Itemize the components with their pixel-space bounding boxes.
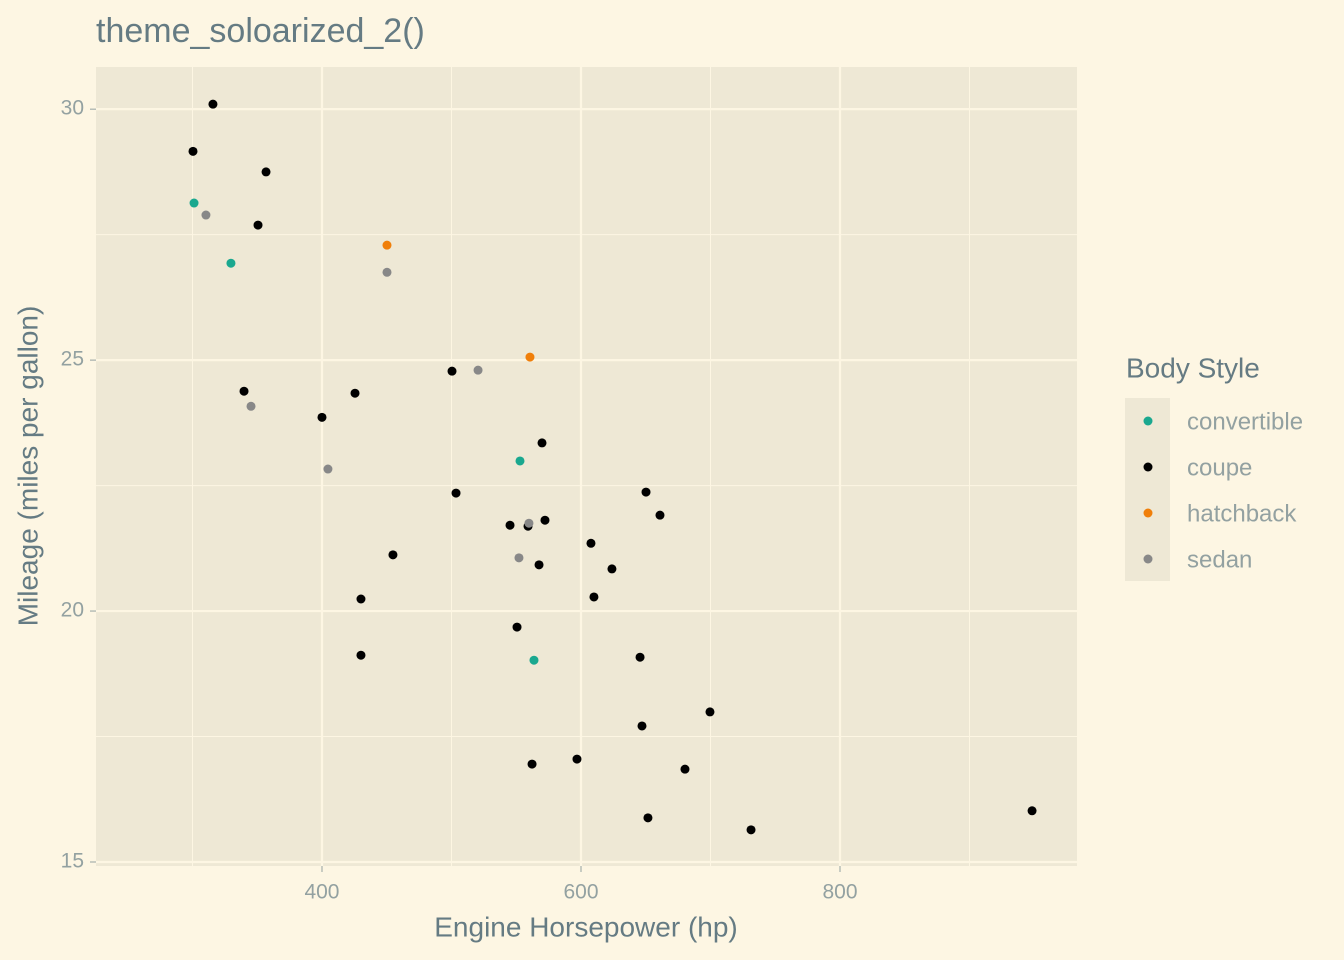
point: [515, 456, 525, 466]
point: [201, 210, 211, 220]
point: [527, 759, 537, 769]
legend-key: [1143, 462, 1153, 472]
x-axis-title: Engine Horsepower (hp): [434, 911, 738, 942]
chart-title: theme_soloarized_2(): [96, 12, 425, 50]
point: [641, 487, 651, 497]
point: [382, 240, 392, 250]
legend-label: convertible: [1187, 408, 1303, 435]
point: [537, 438, 547, 448]
legend-label: hatchback: [1187, 500, 1297, 527]
point: [635, 652, 645, 662]
point: [382, 267, 392, 277]
point: [447, 366, 457, 376]
point: [534, 560, 544, 570]
point: [643, 813, 653, 823]
point: [208, 99, 218, 109]
legend-label: sedan: [1187, 546, 1252, 573]
point: [637, 721, 647, 731]
legend-title: Body Style: [1126, 352, 1260, 383]
point: [350, 388, 360, 398]
y-tick-label: 25: [61, 348, 84, 371]
point: [261, 167, 271, 177]
point: [572, 754, 582, 764]
point: [317, 412, 327, 422]
y-axis-title: Mileage (miles per gallon): [12, 306, 43, 627]
point: [226, 258, 236, 268]
y-tick-label: 20: [61, 599, 84, 622]
point: [540, 515, 550, 525]
point: [655, 510, 665, 520]
y-tick-label: 15: [61, 850, 84, 873]
x-tick-label: 400: [304, 881, 339, 904]
y-tick-label: 30: [61, 97, 84, 120]
point: [356, 650, 366, 660]
point: [451, 488, 461, 498]
point: [514, 553, 524, 563]
point: [189, 198, 199, 208]
point: [589, 592, 599, 602]
point: [505, 520, 515, 530]
legend-key: [1143, 416, 1153, 426]
point: [1027, 806, 1037, 816]
point: [473, 365, 483, 375]
point: [680, 764, 690, 774]
point: [188, 146, 198, 156]
point: [239, 386, 249, 396]
legend-key: [1143, 508, 1153, 518]
point: [388, 550, 398, 560]
point: [525, 352, 535, 362]
point: [356, 594, 366, 604]
point: [746, 825, 756, 835]
point: [529, 655, 539, 665]
point: [524, 518, 534, 528]
point: [323, 464, 333, 474]
point: [246, 401, 256, 411]
legend-label: coupe: [1187, 454, 1252, 481]
x-tick-label: 800: [822, 881, 857, 904]
point: [705, 707, 715, 717]
point: [512, 622, 522, 632]
point: [607, 564, 617, 574]
point: [586, 538, 596, 548]
point: [253, 220, 263, 230]
legend-key: [1143, 554, 1153, 564]
panel: [96, 67, 1077, 866]
legend-key-bg: [1125, 398, 1170, 581]
x-tick-label: 600: [563, 881, 598, 904]
